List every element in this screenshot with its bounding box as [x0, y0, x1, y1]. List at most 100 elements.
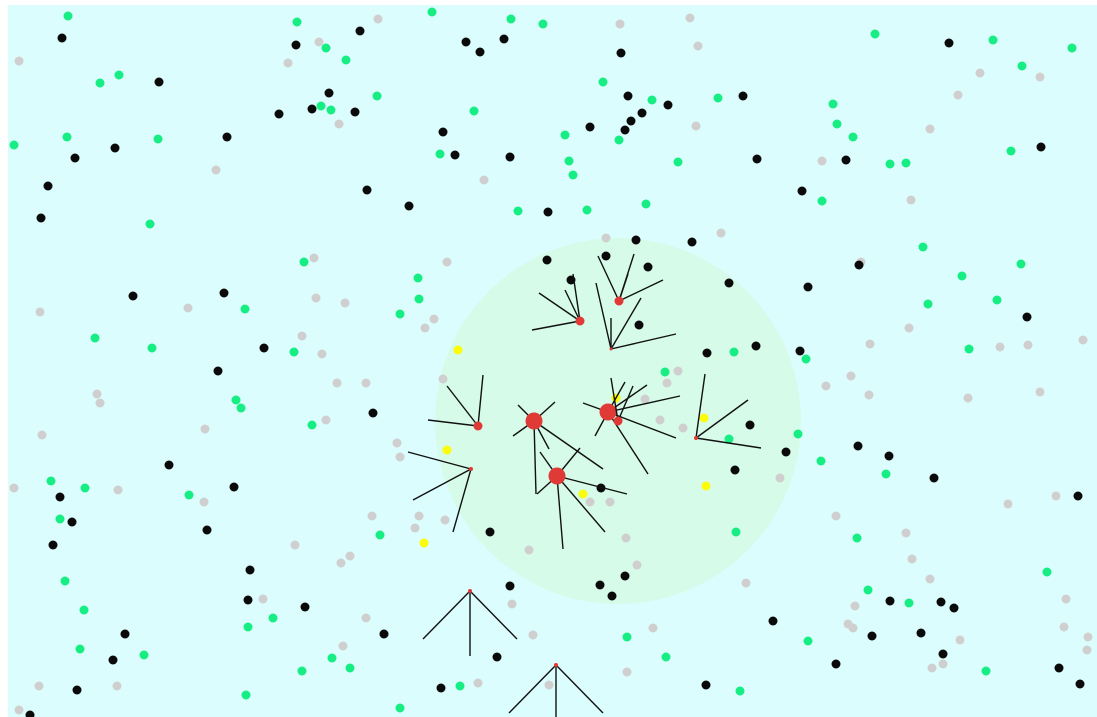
food-particle-green	[641, 199, 651, 209]
food-particle-grey	[716, 228, 726, 238]
food-particle-grey	[901, 528, 911, 538]
food-particle-black	[724, 278, 734, 288]
agent-creature	[595, 282, 677, 351]
food-particle-black	[70, 153, 80, 163]
food-particle-green	[435, 149, 445, 159]
food-particle-grey	[1078, 335, 1088, 345]
food-particle-green	[139, 650, 149, 660]
food-particle-grey	[640, 394, 650, 404]
food-particle-black	[1054, 663, 1064, 673]
food-particle-black	[631, 235, 641, 245]
food-particle-grey	[199, 497, 209, 507]
food-particle-grey	[524, 545, 534, 555]
food-particle-grey	[37, 430, 47, 440]
agent-limb	[564, 289, 581, 322]
food-particle-green	[469, 106, 479, 116]
food-particle-grey	[297, 331, 307, 341]
food-particle-green	[63, 11, 73, 21]
food-particle-black	[634, 320, 644, 330]
agent-limb	[533, 420, 604, 470]
food-particle-black	[949, 603, 959, 613]
food-particle-grey	[479, 175, 489, 185]
agent-body	[468, 589, 472, 593]
food-particle-grey	[1035, 387, 1045, 397]
food-particle-grey	[621, 533, 631, 543]
food-particle-yellow	[442, 445, 452, 455]
food-particle-green	[506, 14, 516, 24]
food-particle-black	[48, 540, 58, 550]
food-particle-black	[259, 343, 269, 353]
agent-limb	[695, 399, 749, 439]
food-particle-grey	[906, 195, 916, 205]
food-particle-grey	[317, 349, 327, 359]
food-particle-black	[701, 680, 711, 690]
food-particle-green	[79, 605, 89, 615]
agent-body	[554, 663, 558, 667]
food-particle-grey	[693, 41, 703, 51]
food-particle-black	[350, 107, 360, 117]
food-particle-black	[36, 213, 46, 223]
food-particle-grey	[113, 485, 123, 495]
agent-limb	[695, 373, 706, 439]
agent-creature	[536, 447, 628, 550]
food-particle-black	[637, 108, 647, 118]
food-particle-black	[291, 40, 301, 50]
food-particle-green	[801, 354, 811, 364]
agent-limb	[617, 385, 634, 422]
food-particle-grey	[92, 389, 102, 399]
food-particle-green	[870, 29, 880, 39]
food-particle-grey	[332, 378, 342, 388]
food-particle-grey	[336, 558, 346, 568]
agent-body	[614, 296, 624, 306]
food-particle-green	[673, 157, 683, 167]
food-particle-green	[327, 653, 337, 663]
food-particle-grey	[473, 678, 483, 688]
food-particle-grey	[843, 619, 853, 629]
food-particle-green	[345, 663, 355, 673]
food-particle-green	[832, 119, 842, 129]
food-particle-black	[475, 47, 485, 57]
food-particle-grey	[321, 415, 331, 425]
food-particle-black	[663, 100, 673, 110]
food-particle-black	[1075, 679, 1085, 689]
agent-limb	[556, 475, 606, 533]
food-particle-black	[128, 291, 138, 301]
food-particle-green	[299, 257, 309, 267]
food-particles	[9, 7, 1093, 717]
food-particle-grey	[334, 119, 344, 129]
food-particle-green	[828, 99, 838, 109]
agent-limb	[469, 590, 518, 640]
food-particle-black	[505, 152, 515, 162]
food-particle-green	[297, 666, 307, 676]
food-particle-green	[9, 140, 19, 150]
food-particle-green	[735, 686, 745, 696]
food-particle-green	[241, 690, 251, 700]
food-particle-green	[614, 135, 624, 145]
food-particle-black	[222, 132, 232, 142]
agent-body	[469, 467, 473, 471]
food-particle-green	[316, 101, 326, 111]
food-particle-black	[620, 571, 630, 581]
food-particle-grey	[904, 323, 914, 333]
food-particle-black	[1036, 142, 1046, 152]
agent-creature	[531, 273, 585, 331]
food-particle-grey	[691, 121, 701, 131]
food-particle-green	[564, 156, 574, 166]
food-particle-black	[72, 685, 82, 695]
food-particle-green	[395, 703, 405, 713]
simulation-canvas[interactable]	[8, 5, 1097, 717]
food-particle-green	[395, 309, 405, 319]
food-particle-green	[713, 93, 723, 103]
food-particle-green	[881, 469, 891, 479]
food-particle-grey	[373, 14, 383, 24]
food-particle-grey	[662, 378, 672, 388]
food-particle-green	[341, 55, 351, 65]
food-particle-grey	[741, 578, 751, 588]
food-particle-black	[202, 525, 212, 535]
food-particle-green	[885, 159, 895, 169]
food-particle-grey	[925, 574, 935, 584]
food-particle-green	[901, 158, 911, 168]
food-particle-black	[438, 127, 448, 137]
food-particle-black	[108, 655, 118, 665]
food-particle-black	[450, 150, 460, 160]
